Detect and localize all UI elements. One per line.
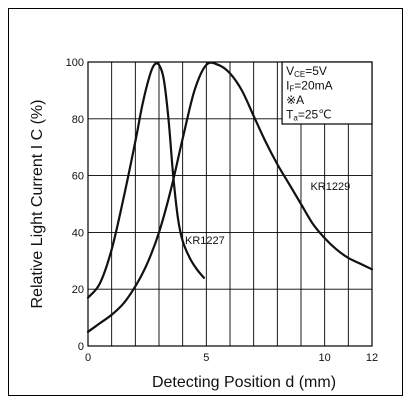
x-tick-label: 10	[319, 352, 331, 364]
plot-area	[87, 61, 373, 347]
conditions-box-frame	[281, 61, 373, 125]
condition-line: ※A	[286, 93, 304, 107]
x-axis-title: Detecting Position d (mm)	[152, 374, 336, 391]
y-tick-label: 80	[72, 114, 84, 126]
y-tick-label: 20	[72, 284, 84, 296]
series-label-kr1229: KR1229	[310, 181, 350, 193]
condition-line: VCE=5V	[286, 64, 327, 79]
condition-line: IF=20mA	[286, 79, 333, 94]
series-labels: KR1227 KR1229	[185, 181, 350, 247]
series-line-kr1229	[86, 61, 374, 333]
tick-labels: 0 20 40 60 80 100 0 5 10 12	[66, 57, 378, 364]
x-tick-label: 0	[85, 352, 91, 364]
y-tick-label: 100	[66, 57, 84, 69]
series-line-kr1227	[86, 62, 206, 299]
figure-border	[8, 8, 403, 396]
y-tick-label: 0	[78, 341, 84, 353]
y-tick-label: 60	[72, 171, 84, 183]
condition-line: Ta=25℃	[286, 108, 332, 123]
x-tick-label: 12	[366, 352, 378, 364]
series-label-kr1227: KR1227	[185, 235, 225, 247]
series-lines	[86, 61, 374, 333]
y-tick-label: 40	[72, 227, 84, 239]
y-axis-title: Relative Light Current I C (%)	[29, 100, 46, 309]
x-tick-label: 5	[203, 352, 209, 364]
